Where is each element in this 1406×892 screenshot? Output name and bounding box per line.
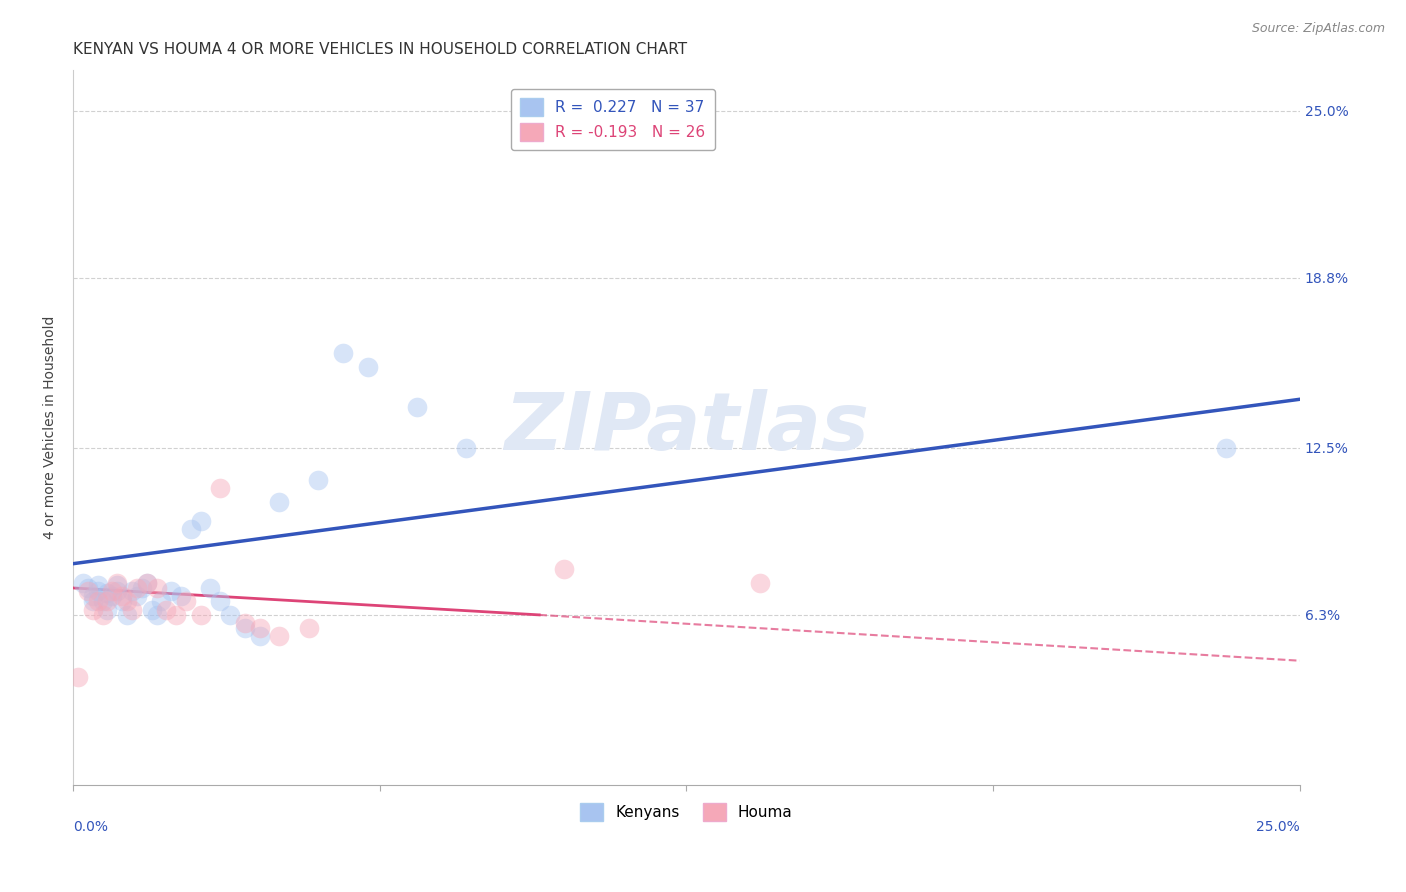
Point [170,589,193,603]
Point [209,594,232,608]
Point [145,607,167,622]
Point [249,630,271,644]
Point [356,359,378,374]
Point [1215,441,1237,455]
Point [269,494,291,508]
Point [307,473,329,487]
Point [115,594,138,608]
Text: KENYAN VS HOUMA 4 OR MORE VEHICLES IN HOUSEHOLD CORRELATION CHART: KENYAN VS HOUMA 4 OR MORE VEHICLES IN HO… [73,42,688,57]
Point [86,594,108,608]
Point [125,589,148,603]
Text: 25.0%: 25.0% [1256,820,1299,834]
Point [111,594,134,608]
Point [96,594,118,608]
Text: ZIPatlas: ZIPatlas [503,389,869,467]
Point [66,670,89,684]
Point [553,562,575,576]
Point [115,607,138,622]
Text: Source: ZipAtlas.com: Source: ZipAtlas.com [1251,22,1385,36]
Point [160,583,183,598]
Point [749,575,772,590]
Point [121,583,143,598]
Point [82,594,104,608]
Point [91,607,114,622]
Point [298,621,321,635]
Point [96,602,118,616]
Point [82,589,104,603]
Point [105,583,128,598]
Point [105,575,128,590]
Point [145,581,167,595]
Point [155,602,177,616]
Text: 0.0%: 0.0% [73,820,108,834]
Point [76,581,98,595]
Point [180,522,202,536]
Point [91,594,114,608]
Point [135,575,157,590]
Point [332,346,354,360]
Point [141,602,163,616]
Point [200,581,222,595]
Point [111,589,134,603]
Point [233,615,256,630]
Point [219,607,242,622]
Point [96,586,118,600]
Point [131,581,153,595]
Point [190,514,212,528]
Point [269,630,291,644]
Legend: Kenyans, Houma: Kenyans, Houma [574,797,799,827]
Point [121,602,143,616]
Point [86,578,108,592]
Point [105,578,128,592]
Point [150,594,173,608]
Point [125,581,148,595]
Point [76,583,98,598]
Point [82,602,104,616]
Point [101,583,124,598]
Point [209,481,232,495]
Point [454,441,477,455]
Point [233,621,256,635]
Point [72,575,94,590]
Y-axis label: 4 or more Vehicles in Household: 4 or more Vehicles in Household [44,316,58,540]
Point [101,589,124,603]
Point [405,401,427,415]
Point [190,607,212,622]
Point [165,607,187,622]
Point [249,621,271,635]
Point [174,594,197,608]
Point [135,575,157,590]
Point [86,583,108,598]
